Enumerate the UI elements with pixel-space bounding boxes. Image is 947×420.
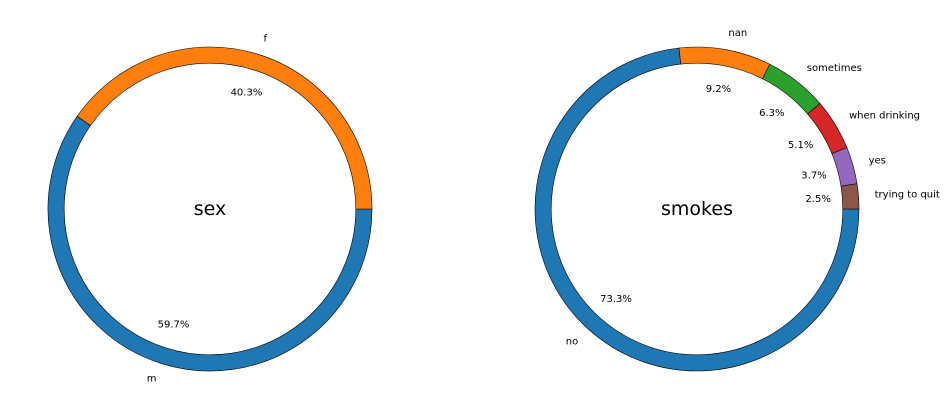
smokes-slice-yes: [831, 147, 858, 187]
smokes-slice-label-yes: yes: [869, 155, 886, 166]
sex-slice-label-m: m: [147, 373, 157, 384]
smokes-donut: 73.3% no 9.2% nan 6.3% sometimes 5.1% when drin…: [534, 28, 940, 372]
smokes-pct-label-no: 73.3%: [600, 294, 632, 305]
smokes-slice-label-sometimes: sometimes: [807, 63, 862, 74]
smokes-pct-label-nan: 9.2%: [706, 84, 731, 95]
sex-center-title: sex: [194, 198, 227, 220]
smokes-slice-trying-to-quit: [840, 183, 860, 210]
smokes-pct-label-yes: 3.7%: [801, 171, 826, 182]
sex-slice-label-f: f: [263, 34, 267, 45]
smokes-slice-nan: [678, 46, 771, 80]
smokes-slice-label-when-drinking: when drinking: [849, 110, 920, 121]
sex-donut: 59.7% m 40.3% f sex: [47, 34, 373, 384]
smokes-pct-label-trying-to-quit: 2.5%: [805, 194, 830, 205]
smokes-slice-no: [534, 47, 860, 372]
smokes-slice-when-drinking: [807, 103, 848, 155]
smokes-pct-label-when-drinking: 5.1%: [788, 140, 813, 151]
smokes-slice-label-no: no: [566, 336, 578, 347]
smokes-slice-label-nan: nan: [728, 28, 747, 39]
smokes-pct-label-sometimes: 6.3%: [759, 108, 784, 119]
sex-slice-m: [47, 115, 373, 372]
smokes-center-title: smokes: [661, 198, 733, 220]
sex-pct-label-m: 59.7%: [158, 319, 190, 330]
sex-pct-label-f: 40.3%: [231, 88, 263, 99]
sex-slice-f: [76, 46, 373, 210]
smokes-slice-label-trying-to-quit: trying to quit: [875, 190, 940, 201]
